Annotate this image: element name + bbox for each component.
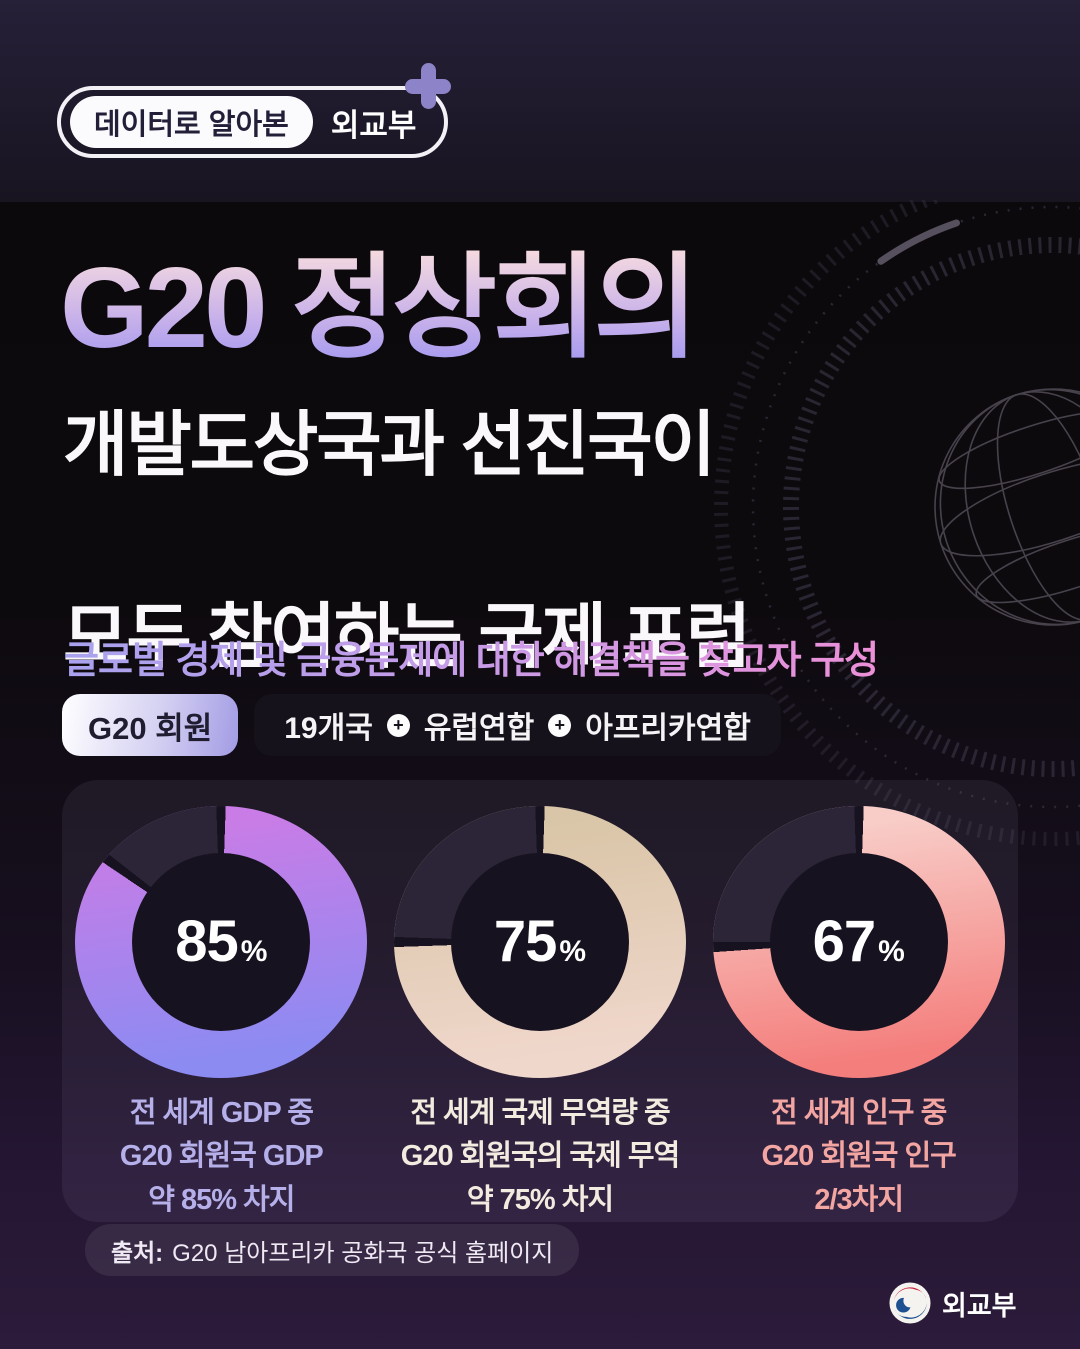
- caption-line: G20 회원국 GDP: [119, 1140, 324, 1172]
- header-badge-ministry: 외교부: [330, 107, 417, 143]
- chart-population: 67 % 전 세계 인구 중 G20 회원국 인구 2/3차지: [699, 780, 1018, 1222]
- caption-line: 전 세계 GDP 중: [129, 1096, 314, 1129]
- plus-circle-icon: +: [386, 713, 410, 737]
- source-prefix: 출처:: [111, 1239, 164, 1267]
- caption-line: 전 세계 국제 무역량 중: [410, 1096, 670, 1129]
- page-title: G20 정상회의: [60, 238, 699, 381]
- header-badge-label: 데이터로 알아본: [70, 96, 313, 148]
- donut-center: 67 %: [769, 852, 948, 1031]
- donut-value-number: 85: [175, 909, 239, 975]
- donut-chart-trade: 75 %: [394, 806, 686, 1078]
- source-note: 출처: G20 남아프리카 공화국 공식 홈페이지: [85, 1224, 580, 1276]
- donut-value-unit: %: [559, 935, 587, 969]
- caption-line: 전 세계 인구 중: [771, 1096, 947, 1129]
- donut-value-number: 67: [812, 909, 877, 975]
- chart-caption-population: 전 세계 인구 중 G20 회원국 인구 2/3차지: [761, 1092, 957, 1223]
- members-row: G20 회원 19개국 + 유럽연합 + 아프리카연합: [62, 694, 781, 756]
- page-description: 글로벌 경제 및 금융문제에 대한 해결책을 찾고자 구성: [64, 629, 879, 684]
- donut-value-unit: %: [240, 935, 268, 969]
- caption-line: 약 85% 차지: [148, 1183, 295, 1216]
- caption-line: G20 회원국 인구: [761, 1140, 957, 1172]
- caption-line: G20 회원국의 국제 무역: [400, 1140, 680, 1172]
- donut-value: 75 %: [494, 908, 586, 975]
- ministry-logo: 외교부: [888, 1281, 1017, 1325]
- donut-center: 85 %: [132, 852, 311, 1031]
- plus-circle-icon: +: [548, 713, 572, 737]
- charts-panel: 85 % 전 세계 GDP 중 G20 회원국 GDP 약 85% 차지: [62, 780, 1018, 1222]
- source-text: G20 남아프리카 공화국 공식 홈페이지: [172, 1239, 554, 1267]
- member-item: 유럽연합: [423, 712, 535, 745]
- donut-value-unit: %: [878, 935, 905, 969]
- members-badge: G20 회원: [62, 694, 239, 756]
- subtitle-line-2: 모두 참여하는 국제 포럼: [63, 598, 751, 677]
- chart-caption-gdp: 전 세계 GDP 중 G20 회원국 GDP 약 85% 차지: [119, 1092, 324, 1223]
- donut-chart-gdp: 85 %: [75, 806, 368, 1078]
- caption-line: 2/3차지: [814, 1183, 904, 1216]
- korea-government-emblem-icon: [889, 1282, 931, 1324]
- ministry-logo-text: 외교부: [942, 1290, 1017, 1321]
- donut-chart-population: 67 %: [712, 806, 1005, 1078]
- members-list: 19개국 + 유럽연합 + 아프리카연합: [254, 694, 781, 756]
- member-item: 19개국: [284, 712, 373, 745]
- header-badge: 데이터로 알아본 외교부: [57, 63, 452, 158]
- donut-value-number: 75: [493, 909, 558, 975]
- subtitle-line-1: 개발도상국과 선진국이: [63, 406, 716, 485]
- chart-caption-trade: 전 세계 국제 무역량 중 G20 회원국의 국제 무역 약 75% 차지: [400, 1092, 680, 1223]
- caption-line: 약 75% 차지: [466, 1183, 614, 1216]
- member-item: 아프리카연합: [585, 712, 751, 745]
- page-subtitle: 개발도상국과 선진국이 모두 참여하는 국제 포럼: [63, 398, 751, 686]
- donut-value: 85 %: [175, 908, 267, 975]
- chart-trade: 75 % 전 세계 국제 무역량 중 G20 회원국의 국제 무역 약 75% …: [381, 780, 700, 1222]
- plus-icon: [400, 58, 456, 114]
- chart-gdp: 85 % 전 세계 GDP 중 G20 회원국 GDP 약 85% 차지: [62, 780, 381, 1222]
- charts-row: 85 % 전 세계 GDP 중 G20 회원국 GDP 약 85% 차지: [62, 780, 1018, 1222]
- donut-value: 67 %: [813, 908, 905, 975]
- donut-center: 75 %: [451, 852, 629, 1031]
